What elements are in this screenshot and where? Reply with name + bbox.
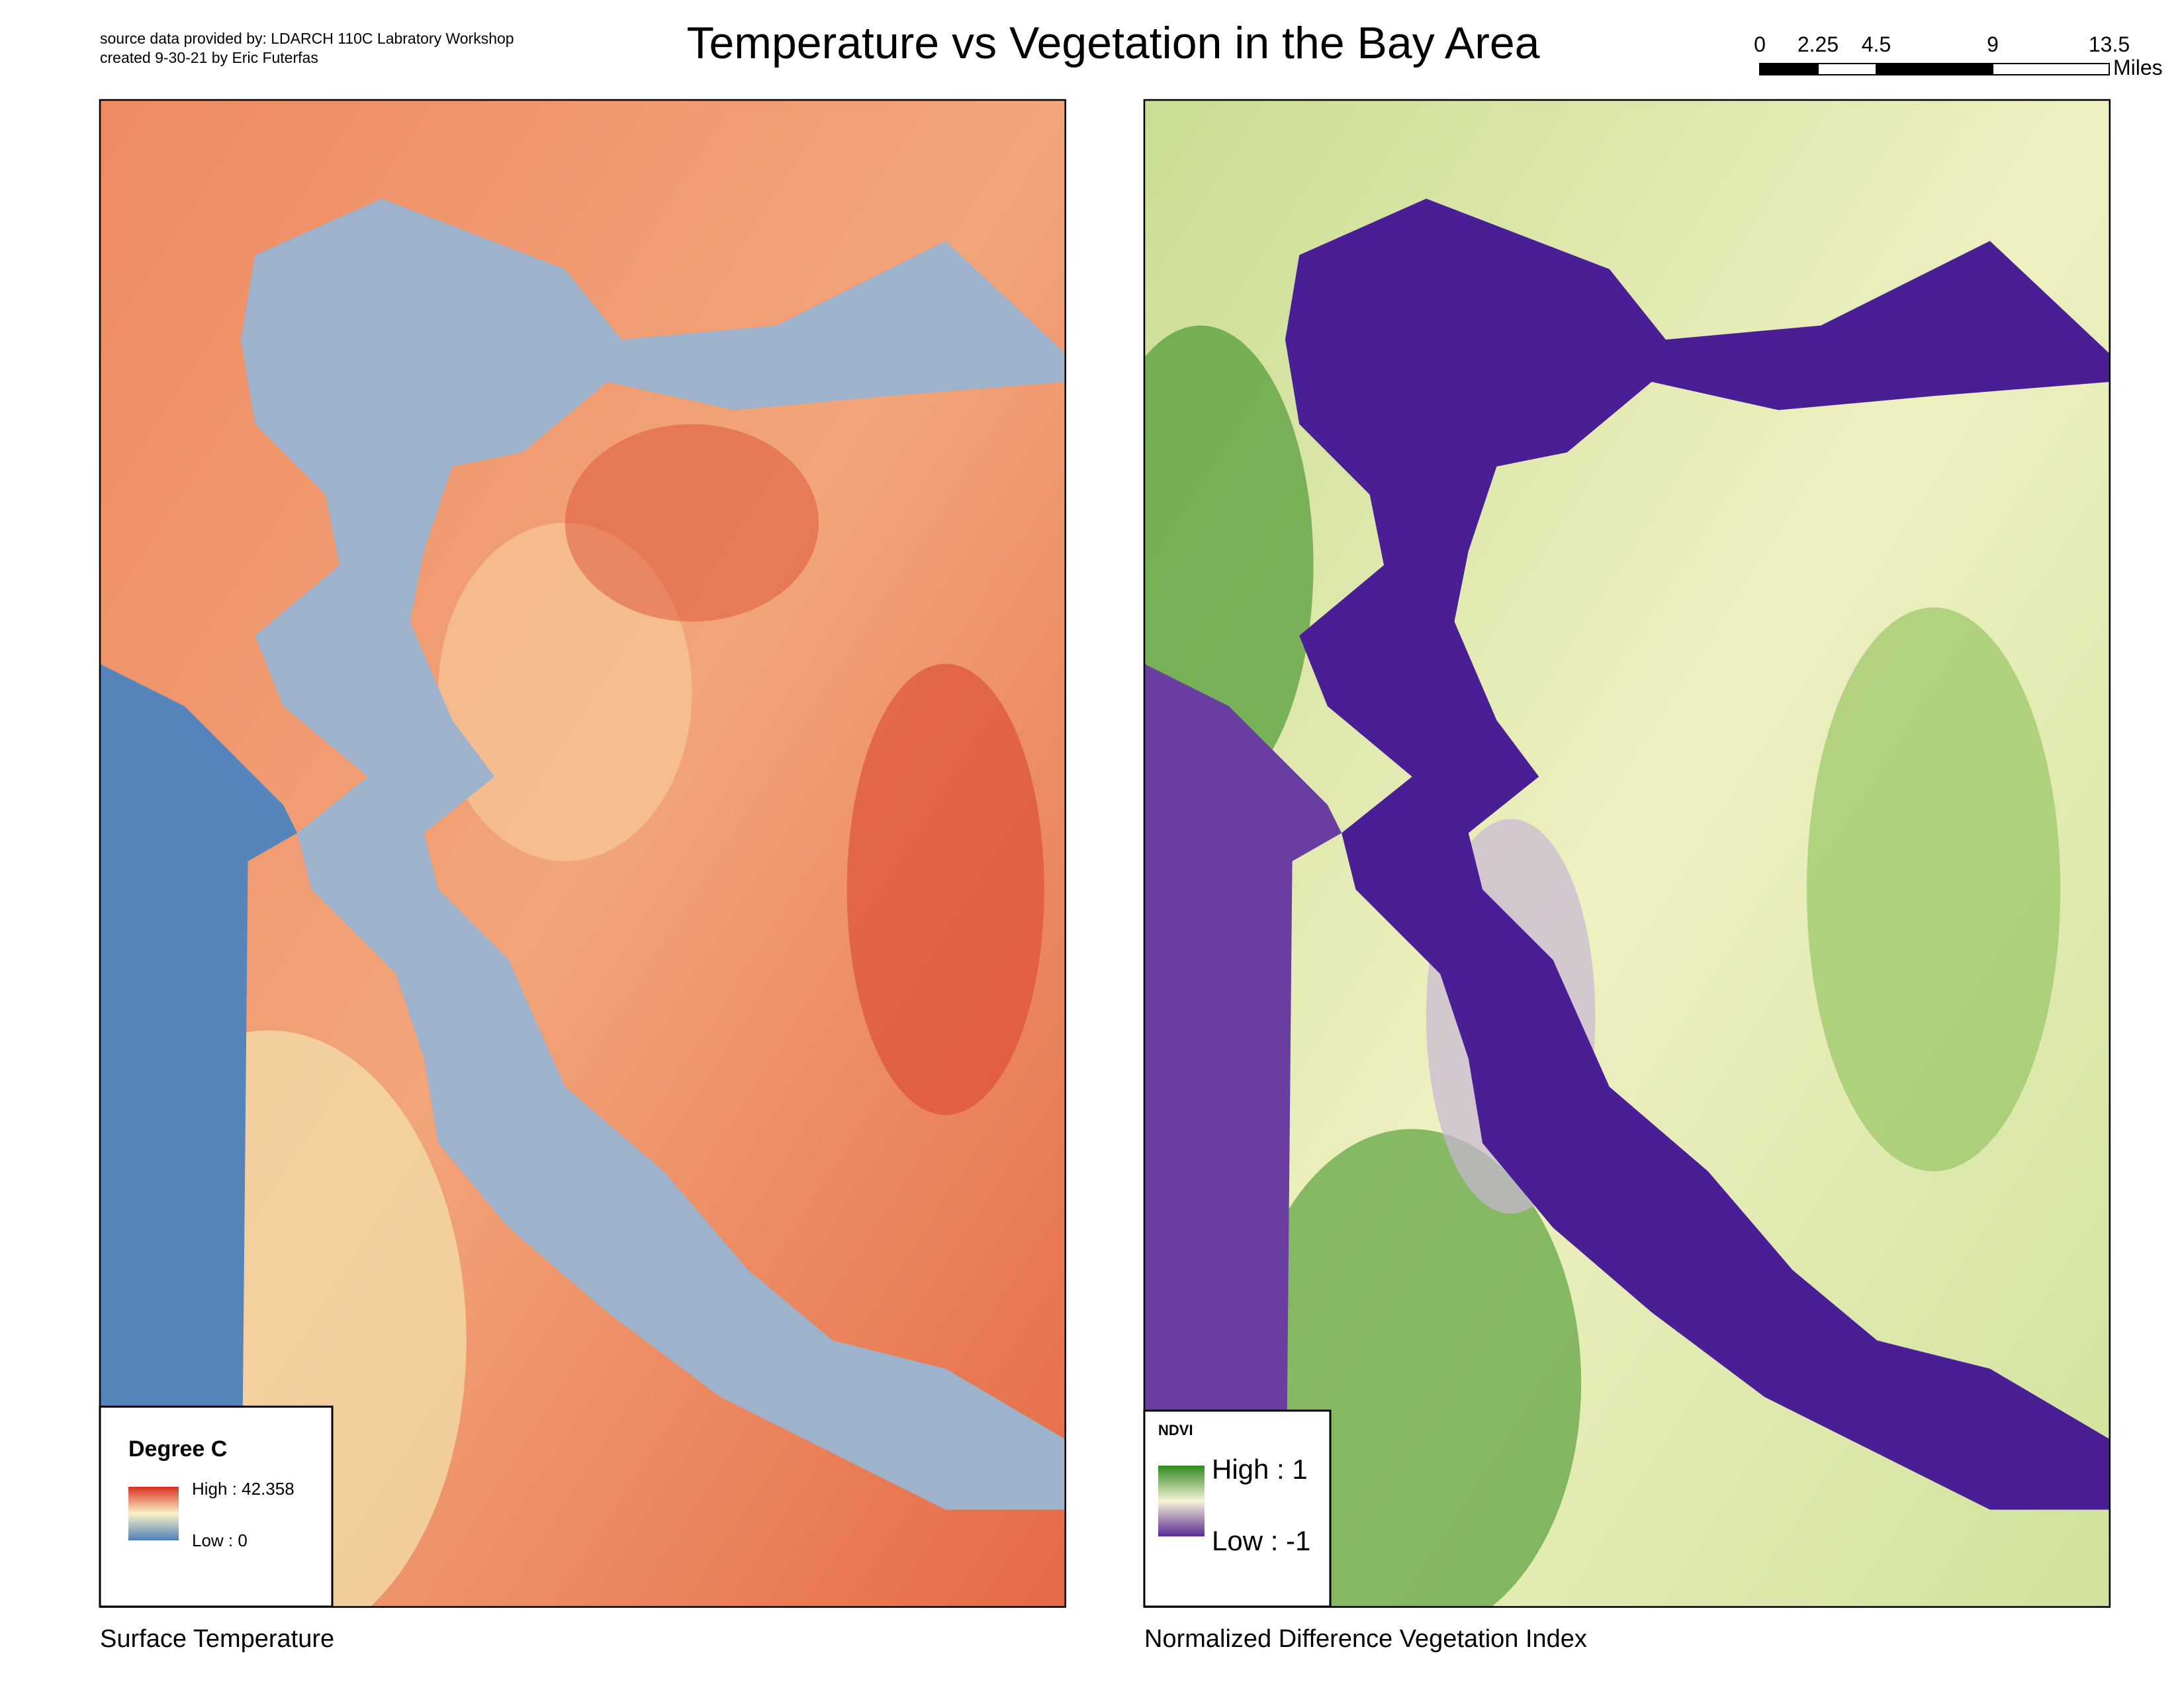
ndvi-legend: NDVI High : 1 Low : -1 [1143, 1409, 1332, 1608]
map-caption: Normalized Difference Vegetation Index [1144, 1625, 1587, 1653]
legend-title: Degree C [128, 1436, 227, 1462]
hot-land [846, 663, 1044, 1115]
scale-segment [1876, 63, 1993, 75]
scale-segment [1759, 63, 1819, 75]
legend-high: High : 1 [1212, 1454, 1308, 1485]
scale-label: 0 [1754, 32, 1766, 56]
map-caption: Surface Temperature [100, 1625, 334, 1653]
map-frame [99, 99, 1067, 1608]
scale-unit: Miles [2113, 56, 2163, 79]
legend-ramp [128, 1487, 179, 1540]
legend-low: Low : -1 [1212, 1525, 1310, 1556]
map-frame [1143, 99, 2111, 1608]
map-title: Temperature vs Vegetation in the Bay Are… [686, 18, 1539, 68]
credit-note: created 9-30-21 by Eric Futerfas [100, 49, 318, 66]
source-note: source data provided by: LDARCH 110C Lab… [100, 30, 514, 47]
scale-segment [1817, 63, 1877, 75]
hot-land [565, 424, 819, 622]
scale-segment [1992, 63, 2110, 75]
ndvi-map [1143, 99, 2111, 1608]
vegetation [1806, 607, 2061, 1172]
legend-title: NDVI [1158, 1422, 1193, 1438]
vegetation [1144, 325, 1314, 805]
scale-label: 4.5 [1862, 32, 1891, 56]
temperature-map [99, 99, 1067, 1608]
legend-low: Low : 0 [192, 1530, 248, 1550]
scale-label: 2.25 [1797, 32, 1839, 56]
legend-high: High : 42.358 [192, 1479, 295, 1499]
temperature-legend: Degree C High : 42.358 Low : 0 [99, 1405, 334, 1608]
legend-ramp [1158, 1466, 1205, 1536]
scale-label: 13.5 [2089, 32, 2130, 56]
scale-label: 9 [1987, 32, 1999, 56]
